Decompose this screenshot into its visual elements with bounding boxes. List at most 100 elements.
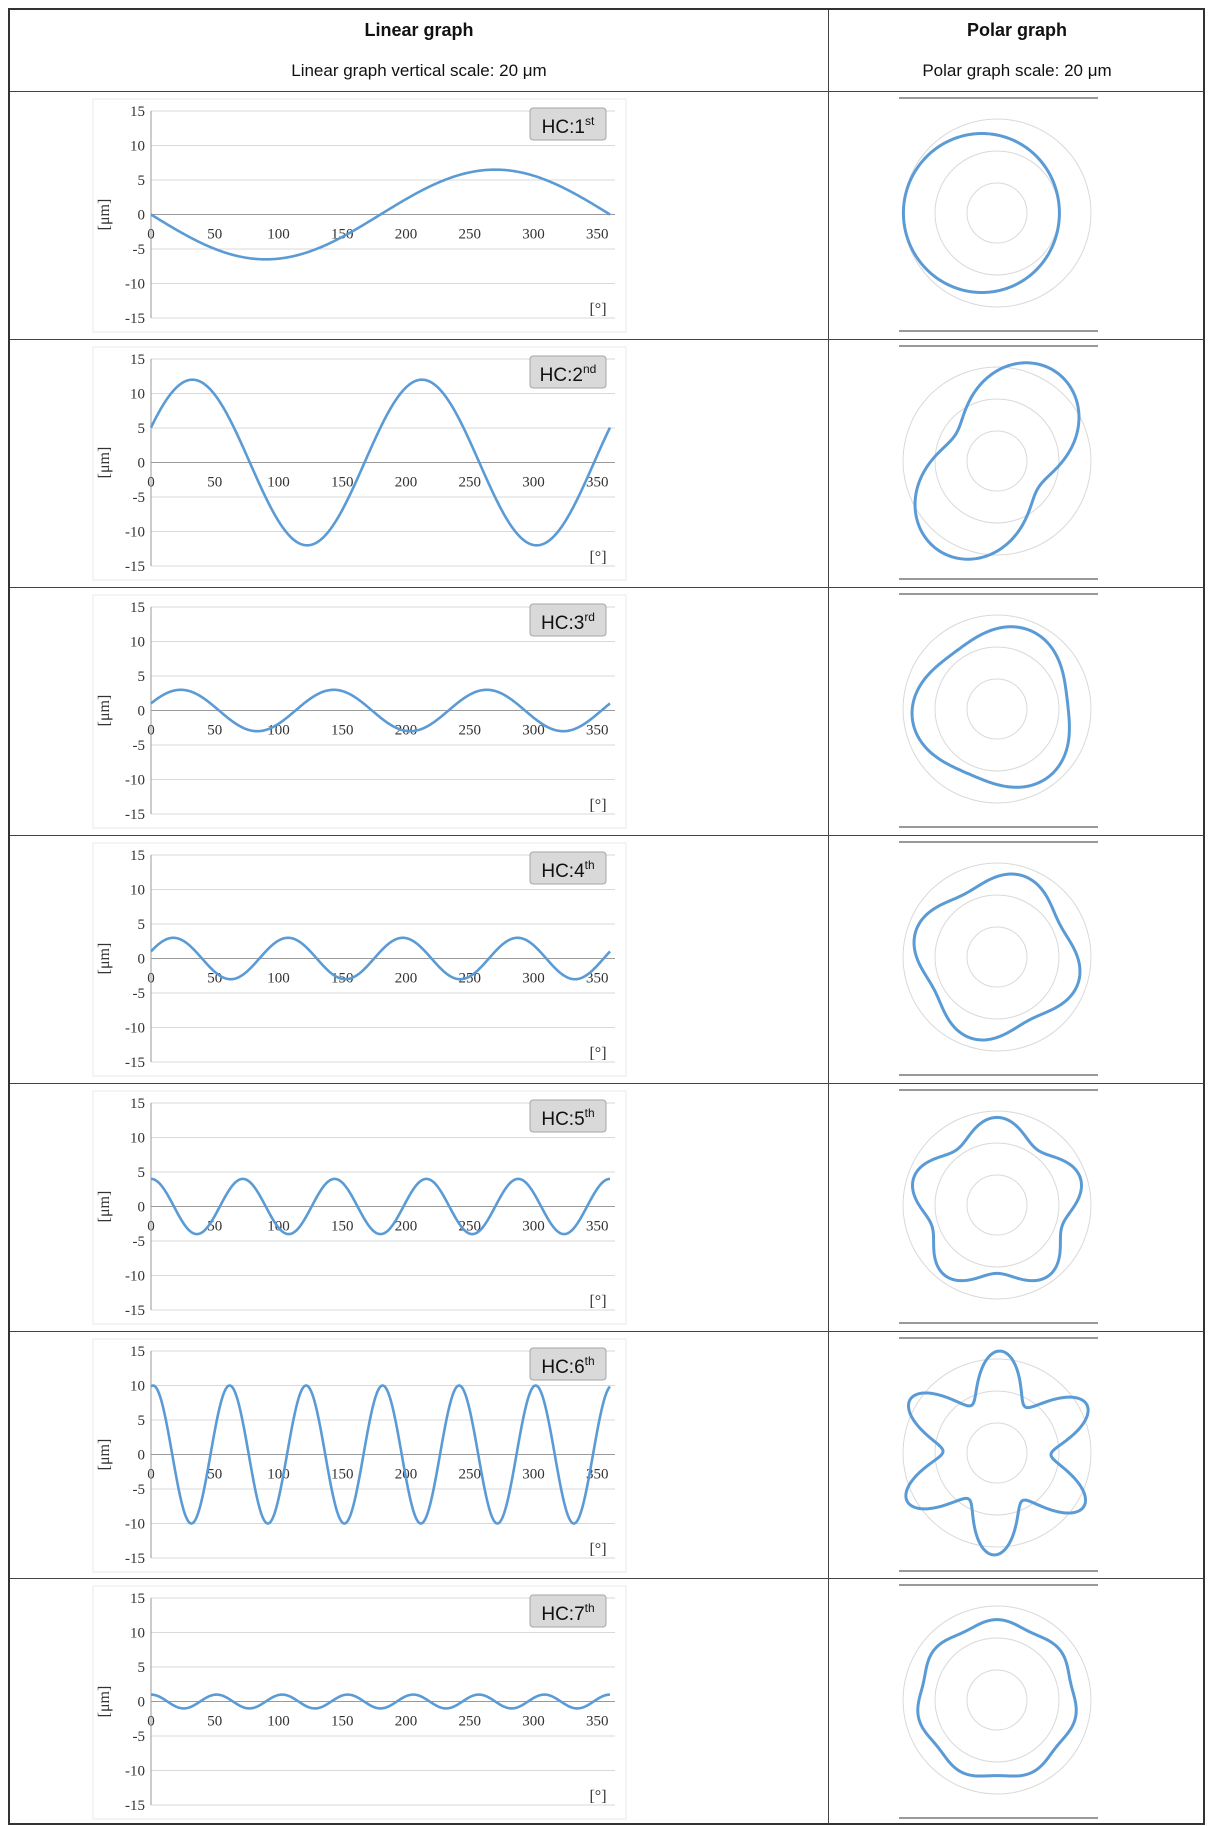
y-tick-label: -10 xyxy=(125,1516,145,1532)
x-axis-label: [°] xyxy=(589,1045,606,1062)
y-tick-label: 0 xyxy=(138,951,146,967)
harmonic-badge: HC:2nd xyxy=(530,356,606,388)
y-tick-label: -5 xyxy=(133,1234,146,1250)
y-tick-label: 10 xyxy=(130,139,145,155)
polar-series-line xyxy=(903,134,1059,293)
y-tick-label: 10 xyxy=(130,882,145,898)
x-tick-label: 250 xyxy=(459,227,482,243)
x-tick-label: 300 xyxy=(522,1218,545,1234)
badge-base: HC:4 xyxy=(541,861,585,882)
y-tick-label: 10 xyxy=(130,634,145,650)
y-tick-label: -10 xyxy=(125,277,145,293)
y-tick-label: 5 xyxy=(138,1660,146,1676)
polar-gridcircle xyxy=(935,1638,1059,1762)
polar-gridcircle xyxy=(903,1359,1091,1547)
y-tick-label: 0 xyxy=(138,1695,146,1711)
polar-graph-header: Polar graph xyxy=(829,10,1205,50)
y-tick-label: -15 xyxy=(125,1798,145,1814)
x-tick-label: 0 xyxy=(147,227,155,243)
y-tick-label: 15 xyxy=(130,848,145,864)
y-axis-label: [μm] xyxy=(96,694,113,726)
badge-superscript: nd xyxy=(583,362,596,376)
x-tick-label: 350 xyxy=(586,474,609,490)
polar-gridcircle xyxy=(967,183,1027,243)
y-tick-label: -5 xyxy=(133,1729,146,1745)
harmonic-badge: HC:5th xyxy=(530,1100,606,1132)
linear-graph-3: 151050-5-10-150 50 100 150 200 250 300 350[μm][… xyxy=(10,587,828,835)
x-tick-label: 50 xyxy=(207,722,222,738)
x-axis-label: [°] xyxy=(589,1541,606,1558)
x-axis-label: [°] xyxy=(589,1293,606,1310)
x-tick-label: 150 xyxy=(331,1218,354,1234)
y-axis-label: [μm] xyxy=(96,1438,113,1470)
y-tick-label: 15 xyxy=(130,1096,145,1112)
x-tick-label: 50 xyxy=(207,1714,222,1730)
y-tick-label: -15 xyxy=(125,807,145,823)
polar-graph-4 xyxy=(829,835,1205,1083)
x-tick-label: 300 xyxy=(522,1714,545,1730)
polar-gridcircle xyxy=(967,679,1027,739)
x-tick-label: 0 xyxy=(147,474,155,490)
polar-graph-2 xyxy=(829,339,1205,587)
polar-gridcircle xyxy=(935,1143,1059,1267)
y-tick-label: 10 xyxy=(130,1378,145,1394)
badge-base: HC:2 xyxy=(540,365,583,386)
x-tick-label: 150 xyxy=(331,722,354,738)
y-tick-label: 15 xyxy=(130,600,145,616)
y-tick-label: 10 xyxy=(130,1626,145,1642)
harmonic-badge: HC:3rd xyxy=(530,604,606,636)
polar-series-line xyxy=(914,874,1080,1040)
linear-graph-5: 151050-5-10-150 50 100 150 200 250 300 350[μm][… xyxy=(10,1083,828,1331)
polar-series-line xyxy=(915,363,1079,559)
x-tick-label: 0 xyxy=(147,1466,155,1482)
y-axis-label: [μm] xyxy=(96,1190,113,1222)
y-tick-label: 10 xyxy=(130,1130,145,1146)
y-tick-label: 5 xyxy=(138,173,146,189)
x-tick-label: 300 xyxy=(522,970,545,986)
linear-graph-header: Linear graph xyxy=(10,10,828,50)
x-tick-label: 0 xyxy=(147,1714,155,1730)
y-tick-label: -5 xyxy=(133,1482,146,1498)
polar-gridcircle xyxy=(967,1175,1027,1235)
y-tick-label: -10 xyxy=(125,524,145,540)
polar-gridcircle xyxy=(935,1391,1059,1515)
x-tick-label: 200 xyxy=(395,474,418,490)
y-tick-label: 0 xyxy=(138,703,146,719)
x-axis-label: [°] xyxy=(589,301,606,318)
badge-superscript: rd xyxy=(584,610,595,624)
polar-gridcircle xyxy=(935,151,1059,275)
x-tick-label: 100 xyxy=(267,970,290,986)
x-tick-label: 50 xyxy=(207,474,222,490)
y-axis-label: [μm] xyxy=(96,199,113,231)
y-tick-label: -5 xyxy=(133,242,146,258)
y-tick-label: -15 xyxy=(125,1551,145,1567)
harmonic-badge: HC:7th xyxy=(530,1595,606,1627)
harmonic-badge: HC:1st xyxy=(530,108,606,140)
y-tick-label: 15 xyxy=(130,352,145,368)
harmonic-components-table: Linear graph Polar graph Linear graph ve… xyxy=(8,8,1205,1825)
polar-series-line xyxy=(912,627,1069,788)
y-axis-label: [μm] xyxy=(96,1686,113,1718)
y-tick-label: -10 xyxy=(125,772,145,788)
polar-gridcircle xyxy=(967,431,1027,491)
polar-gridcircle xyxy=(903,1111,1091,1299)
x-axis-label: [°] xyxy=(589,549,606,566)
x-axis-label: [°] xyxy=(589,1788,606,1805)
polar-graph-1 xyxy=(829,91,1205,339)
x-tick-label: 0 xyxy=(147,722,155,738)
polar-graph-3 xyxy=(829,587,1205,835)
y-tick-label: 15 xyxy=(130,1591,145,1607)
x-tick-label: 0 xyxy=(147,1218,155,1234)
polar-graph-6 xyxy=(829,1331,1205,1579)
polar-gridcircle xyxy=(967,1670,1027,1730)
polar-scale-label: Polar graph scale: 20 μm xyxy=(829,50,1205,91)
polar-gridcircle xyxy=(935,399,1059,523)
harmonic-badge: HC:4th xyxy=(530,852,606,884)
y-tick-label: 0 xyxy=(138,455,146,471)
y-tick-label: 5 xyxy=(138,1165,146,1181)
y-tick-label: -15 xyxy=(125,311,145,327)
y-tick-label: -5 xyxy=(133,738,146,754)
y-tick-label: 5 xyxy=(138,421,146,437)
